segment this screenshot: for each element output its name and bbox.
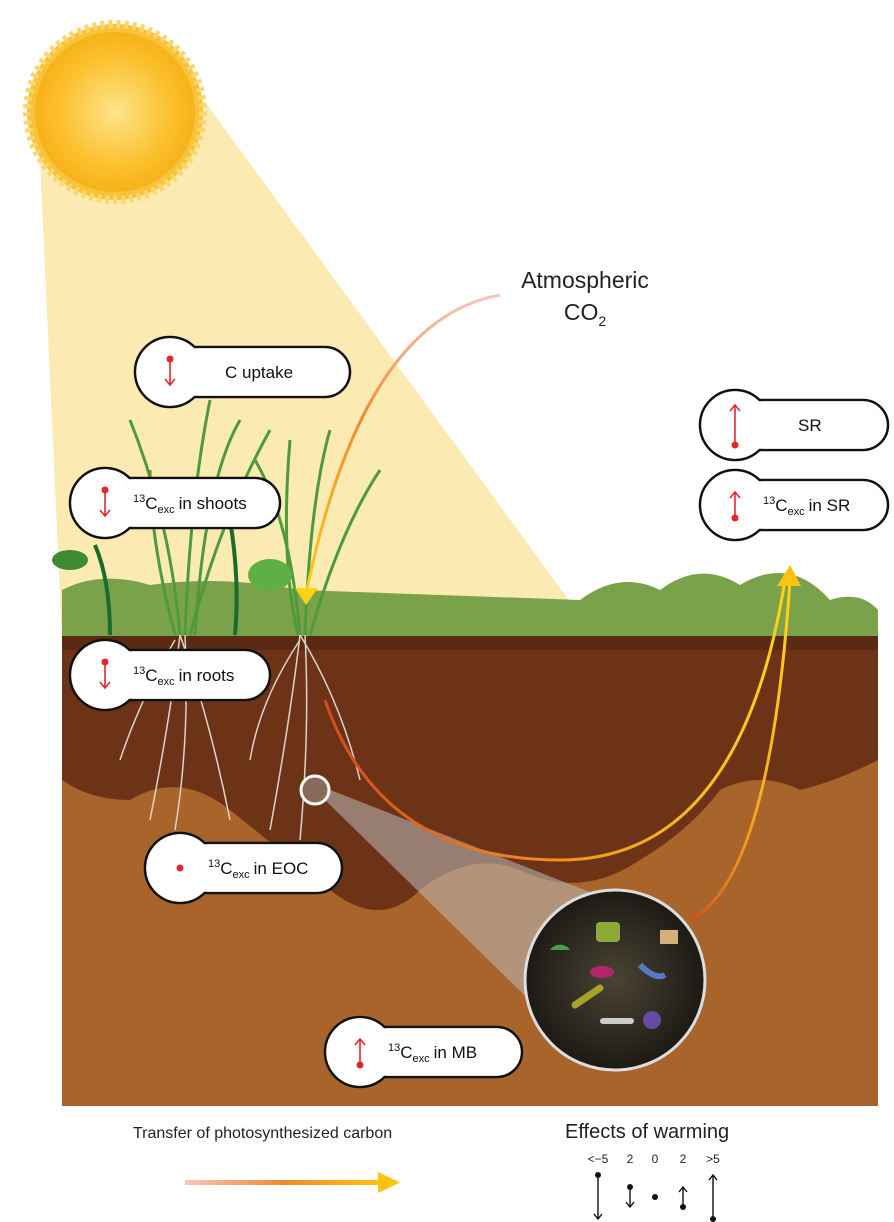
uptake-arrow: [303, 293, 501, 601]
scale-head: [625, 1201, 635, 1209]
effect-head: [99, 681, 111, 690]
co2-sub: 2: [598, 313, 606, 329]
legend-arrowhead: [378, 1172, 400, 1193]
badge-label: 13Cexc in SR: [763, 495, 850, 518]
scale-label: 2: [680, 1152, 687, 1166]
badge-fill: [735, 481, 886, 529]
badge: C uptake: [133, 335, 352, 409]
leaf: [52, 550, 88, 570]
co2-base: CO: [564, 299, 599, 325]
badge-label: 13Cexc in roots: [133, 665, 234, 688]
microbe-shapes: [550, 922, 678, 1029]
label-base: C: [145, 666, 157, 685]
arrowhead: [777, 565, 801, 586]
label-sup: 13: [208, 858, 220, 870]
legend-effects: Effects of warming: [565, 1121, 729, 1143]
badge: 13Cexc in roots: [68, 638, 272, 712]
label-sub: exc: [158, 676, 176, 688]
label-base: C: [220, 859, 232, 878]
badge: SR: [698, 388, 890, 462]
effect-dot: [176, 864, 184, 872]
arrowhead: [295, 588, 318, 605]
badge-label: SR: [798, 416, 822, 435]
label-sub: exc: [158, 504, 176, 516]
badge-label: 13Cexc in MB: [388, 1042, 477, 1065]
scale-label: <−5: [588, 1152, 609, 1166]
effect-head: [729, 490, 741, 499]
scale-label: 2: [627, 1152, 634, 1166]
legend-scale: <−5 2 0 2 >5: [588, 1152, 720, 1222]
label-rest: in MB: [434, 1043, 477, 1062]
badge-fill: [105, 479, 278, 527]
badge-fill: [735, 401, 886, 449]
badge: 13Cexc in MB: [323, 1015, 524, 1089]
badge-label: C uptake: [225, 363, 293, 382]
label-sup: 13: [388, 1042, 400, 1054]
scale-label: 0: [652, 1152, 659, 1166]
sun: [35, 32, 195, 192]
badge-fill: [170, 348, 348, 396]
label-sup: 13: [133, 665, 145, 677]
label-sup: 13: [763, 495, 775, 507]
label-base: C: [775, 496, 787, 515]
scale-dot: [652, 1194, 658, 1200]
label-sub: exc: [413, 1053, 431, 1065]
label-rest: in roots: [179, 666, 235, 685]
effect-head: [354, 1037, 366, 1046]
atmosphere-label: Atmospheric: [521, 267, 649, 293]
badge-fill: [105, 651, 268, 699]
respiration-arrow: [689, 579, 792, 922]
effect-head: [729, 403, 741, 412]
label-rest: in shoots: [179, 494, 247, 513]
scale-head: [593, 1213, 603, 1221]
badge-label: 13Cexc in shoots: [133, 493, 247, 516]
scale-head: [708, 1173, 718, 1181]
effect-head: [99, 509, 111, 518]
label-rest: in EOC: [254, 859, 309, 878]
scale-label: >5: [706, 1152, 720, 1166]
co2-label: CO2: [564, 299, 607, 329]
label-base: C: [400, 1043, 412, 1062]
herbs: [93, 519, 239, 636]
effect-head: [164, 378, 176, 387]
zoom-spot: [299, 774, 331, 806]
label-sub: exc: [788, 506, 806, 518]
label-sub: exc: [233, 869, 251, 881]
badge: 13Cexc in shoots: [68, 466, 282, 540]
badge-label: 13Cexc in EOC: [208, 858, 308, 881]
label-rest: in SR: [809, 496, 851, 515]
badge: 13Cexc in SR: [698, 468, 890, 542]
respiration-arrow: [323, 579, 787, 862]
microbes: [523, 888, 707, 1072]
scale-head: [678, 1185, 688, 1193]
label-base: C: [145, 494, 157, 513]
soil-top: [62, 636, 878, 650]
leaf: [248, 559, 292, 591]
badge-fill: [180, 844, 340, 892]
legend-arrow: [185, 1180, 380, 1185]
label-sup: 13: [133, 493, 145, 505]
legend-transfer: Transfer of photosynthesized carbon: [133, 1125, 392, 1142]
badge: 13Cexc in EOC: [143, 831, 344, 905]
badge-fill: [360, 1028, 520, 1076]
